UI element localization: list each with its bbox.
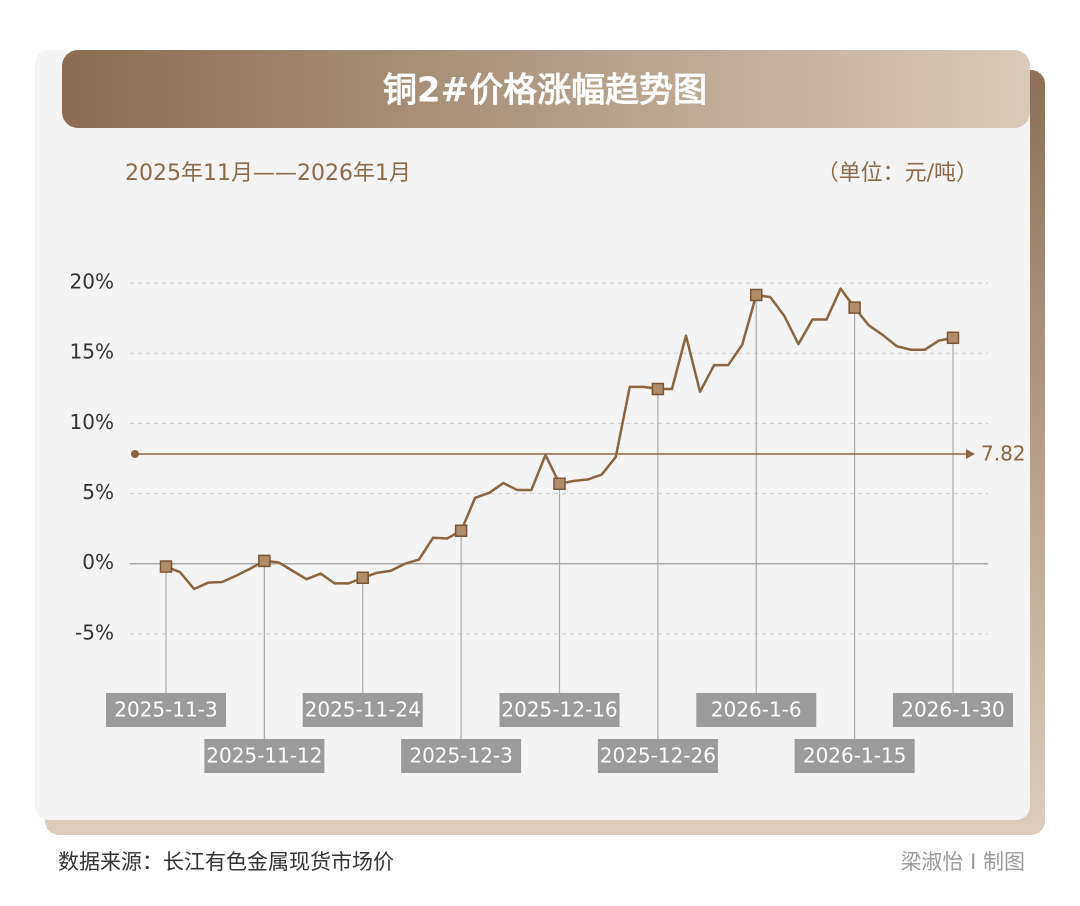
point-marker	[258, 554, 271, 568]
x-tick-label: 2026-1-6	[711, 698, 802, 722]
x-tick-label: 2025-11-3	[114, 698, 218, 722]
date-box	[106, 693, 226, 727]
date-box	[597, 739, 718, 773]
header-bar	[62, 50, 1030, 128]
point-marker	[946, 331, 960, 345]
x-tick-label: 2026-1-30	[901, 698, 1005, 722]
card	[35, 50, 1030, 820]
average-label: 7.82	[981, 441, 1026, 465]
x-tick-label: 2025-11-24	[305, 698, 421, 722]
date-box	[696, 693, 817, 727]
point-marker	[454, 524, 468, 538]
date-box	[499, 693, 620, 727]
y-tick-label: 0%	[82, 550, 114, 574]
point-marker	[750, 288, 763, 302]
date-box	[893, 693, 1013, 727]
point-marker	[159, 560, 173, 573]
point-marker	[553, 477, 566, 490]
x-tick-label: 2025-12-3	[409, 744, 513, 768]
date-box	[204, 739, 325, 773]
average-arrow	[966, 448, 975, 459]
subtitle: 2025年11月——2026年1月	[125, 161, 411, 186]
unit: （单位：元/吨）	[817, 161, 978, 186]
y-tick-label: 20%	[70, 270, 114, 294]
y-tick-label: 10%	[70, 410, 114, 434]
y-tick-label: 5%	[82, 480, 114, 504]
point-marker	[356, 571, 369, 585]
date-box	[794, 739, 915, 773]
y-tick-label: -5%	[75, 620, 114, 644]
source: 数据来源：长江有色金属现货市场价	[58, 850, 394, 874]
date-box	[302, 693, 423, 727]
y-tick-label: 15%	[70, 340, 114, 364]
x-tick-label: 2025-12-26	[600, 744, 716, 768]
x-tick-label: 2025-11-12	[206, 744, 322, 768]
point-marker	[848, 301, 861, 314]
date-box	[401, 739, 522, 773]
average-dot	[131, 449, 139, 458]
chart-title: 铜2#价格涨幅趋势图	[383, 71, 707, 111]
credit: 梁淑怡 I 制图	[900, 850, 1025, 874]
point-marker	[651, 382, 665, 396]
x-tick-label: 2026-1-15	[803, 744, 907, 768]
x-tick-label: 2025-12-16	[501, 698, 617, 722]
